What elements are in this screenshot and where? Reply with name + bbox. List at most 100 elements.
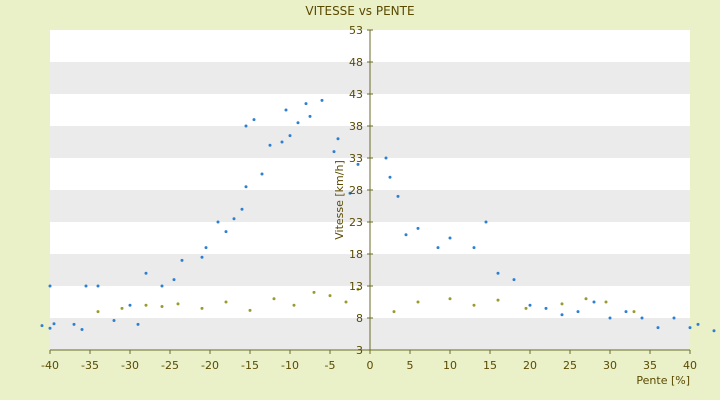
data-point — [332, 150, 336, 154]
data-point — [284, 108, 288, 112]
data-point — [84, 284, 88, 288]
data-point — [180, 258, 184, 262]
data-point — [544, 306, 548, 310]
data-point — [592, 300, 596, 304]
data-point — [396, 194, 400, 198]
data-point — [384, 156, 388, 160]
data-point — [204, 246, 208, 250]
data-point — [280, 140, 284, 144]
data-point-secondary — [160, 304, 164, 308]
data-point-secondary — [248, 308, 252, 312]
data-point-secondary — [272, 297, 276, 301]
data-point — [304, 102, 308, 106]
x-tick-label: 30 — [603, 359, 617, 372]
data-point — [52, 322, 56, 326]
data-point-secondary — [328, 294, 332, 298]
data-point-secondary — [496, 298, 500, 302]
data-point — [656, 326, 660, 330]
data-point — [448, 236, 452, 240]
x-tick-label: -25 — [161, 359, 179, 372]
data-point — [712, 329, 716, 333]
data-point — [244, 185, 248, 189]
data-point-secondary — [604, 300, 608, 304]
data-point-secondary — [344, 300, 348, 304]
y-tick-label: 38 — [349, 120, 363, 133]
x-tick-label: 40 — [683, 359, 697, 372]
x-tick-label: -5 — [325, 359, 336, 372]
data-point — [320, 98, 324, 102]
data-point — [688, 326, 692, 330]
y-tick-label: 28 — [349, 184, 363, 197]
x-tick-label: -15 — [241, 359, 259, 372]
y-tick-label: 33 — [349, 152, 363, 165]
data-point — [48, 284, 52, 288]
data-point — [128, 303, 132, 307]
data-point — [388, 175, 392, 179]
data-point-secondary — [560, 302, 564, 306]
x-tick-label: 10 — [443, 359, 457, 372]
data-point — [356, 162, 360, 166]
data-point — [240, 207, 244, 211]
data-point — [624, 310, 628, 314]
data-point — [296, 121, 300, 125]
data-point-secondary — [176, 302, 180, 306]
data-point-secondary — [200, 306, 204, 310]
data-point-secondary — [448, 297, 452, 301]
data-point — [472, 246, 476, 250]
data-point — [348, 191, 352, 195]
data-point — [608, 316, 612, 320]
data-point — [512, 278, 516, 282]
x-tick-label: 25 — [563, 359, 577, 372]
data-point — [308, 114, 312, 118]
data-point — [696, 322, 700, 326]
data-point-secondary — [524, 306, 528, 310]
data-point-secondary — [292, 303, 296, 307]
data-point — [96, 284, 100, 288]
data-point-secondary — [632, 310, 636, 314]
data-point-secondary — [584, 297, 588, 301]
axes — [49, 29, 691, 354]
data-point-secondary — [144, 303, 148, 307]
y-axis-label: Vitesse [km/h] — [333, 160, 346, 240]
data-point — [560, 313, 564, 317]
x-tick-label: 15 — [483, 359, 497, 372]
data-point — [672, 316, 676, 320]
data-point — [200, 255, 204, 259]
data-point — [484, 220, 488, 224]
data-point — [640, 316, 644, 320]
data-point — [80, 328, 84, 332]
y-tick-label: 53 — [349, 24, 363, 37]
x-tick-label: 35 — [643, 359, 657, 372]
data-point — [404, 233, 408, 237]
x-tick-labels: -40 -35 -30 -25 -20 -15 -10 -5 0 5 10 15 20 25 30 35 40 — [41, 359, 697, 372]
data-point — [160, 284, 164, 288]
x-tick-label: -10 — [281, 359, 299, 372]
y-tick-label: 43 — [349, 88, 363, 101]
x-tick-label: -30 — [121, 359, 139, 372]
data-point-secondary — [356, 287, 360, 291]
data-point — [40, 324, 44, 328]
x-tick-label: 0 — [367, 359, 374, 372]
data-point-secondary — [120, 306, 124, 310]
data-point — [216, 220, 220, 224]
data-point-secondary — [416, 300, 420, 304]
x-tick-label: -20 — [201, 359, 219, 372]
chart-title: VITESSE vs PENTE — [305, 4, 414, 18]
y-tick-label: 8 — [356, 312, 363, 325]
y-tick-label: 18 — [349, 248, 363, 261]
data-point — [528, 303, 532, 307]
x-tick-label: 20 — [523, 359, 537, 372]
y-tick-label: 3 — [356, 344, 363, 357]
data-point — [288, 134, 292, 138]
data-point — [72, 322, 76, 326]
data-point — [260, 172, 264, 176]
data-points — [40, 98, 716, 333]
y-tick-label: 48 — [349, 56, 363, 69]
data-point — [136, 322, 140, 326]
data-point — [252, 118, 256, 122]
data-point-secondary — [392, 310, 396, 314]
x-axis-label: Pente [%] — [636, 374, 690, 387]
